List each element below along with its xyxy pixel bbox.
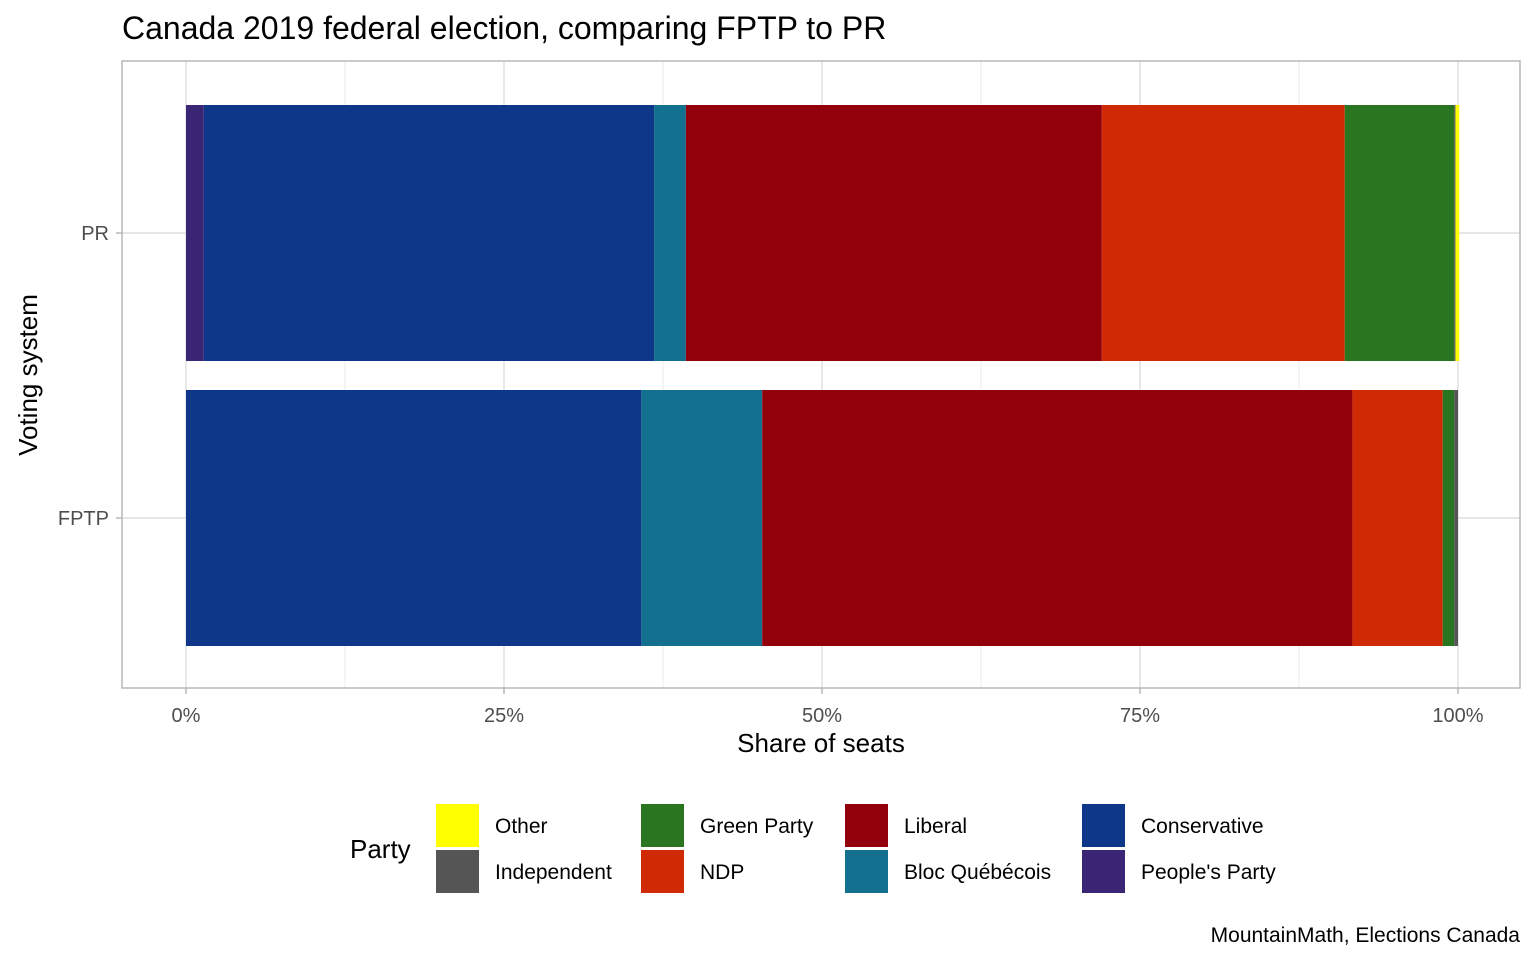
legend: Other Independent Green Party NDP Liberal Blo… [436,804,1276,893]
legend-label-conservative: Conservative [1141,815,1264,838]
legend-label-liberal: Liberal [904,815,967,838]
x-tick-label: 100% [1432,705,1483,727]
legend-title: Party [350,834,411,864]
x-tick-label: 25% [484,705,524,727]
bar-fptp-liberal [762,390,1353,646]
bar-fptp-conservative [186,390,642,646]
legend-label-ndp: NDP [700,861,744,884]
plot-area: 0% 25% 50% 75% 100% PR FPTP [58,60,1521,727]
bar-pr-liberal [685,105,1102,361]
legend-label-independent: Independent [495,861,612,884]
bar-pr-independent [1454,105,1456,361]
legend-label-bloc-quebecois: Bloc Québécois [904,861,1051,884]
legend-key-liberal [845,804,888,847]
legend-key-conservative [1082,804,1125,847]
legend-key-independent [436,850,479,893]
legend-key-ndp [641,850,684,893]
legend-key-green-party [641,804,684,847]
bar-pr-bloc-quebecois [654,105,686,361]
legend-key-people-s-party [1082,850,1125,893]
chart-title: Canada 2019 federal election, comparing … [122,10,886,46]
bar-fptp-independent [1454,390,1458,646]
x-tick-label: 75% [1120,705,1160,727]
bar-pr-conservative [203,105,655,361]
x-tick-label: 50% [802,705,842,727]
legend-key-bloc-quebecois [845,850,888,893]
bar-pr-people-s-party [186,105,204,361]
caption: MountainMath, Elections Canada [1211,924,1521,947]
x-axis-title: Share of seats [737,728,905,758]
legend-key-other [436,804,479,847]
bar-fptp-bloc-quebecois [641,390,763,646]
bar-pr-ndp [1101,105,1345,361]
x-tick-label: 0% [172,705,201,727]
y-tick-label-pr: PR [81,223,109,245]
legend-label-green-party: Green Party [700,815,814,838]
bar-pr-other [1455,105,1460,361]
bar-pr-green-party [1344,105,1455,361]
bar-fptp-ndp [1352,390,1443,646]
y-axis-title: Voting system [13,294,43,456]
y-tick-label-fptp: FPTP [58,508,109,530]
legend-label-other: Other [495,815,548,838]
panel-border [121,60,1521,689]
legend-label-people-s-party: People's Party [1141,861,1276,884]
bar-fptp-green-party [1442,390,1455,646]
